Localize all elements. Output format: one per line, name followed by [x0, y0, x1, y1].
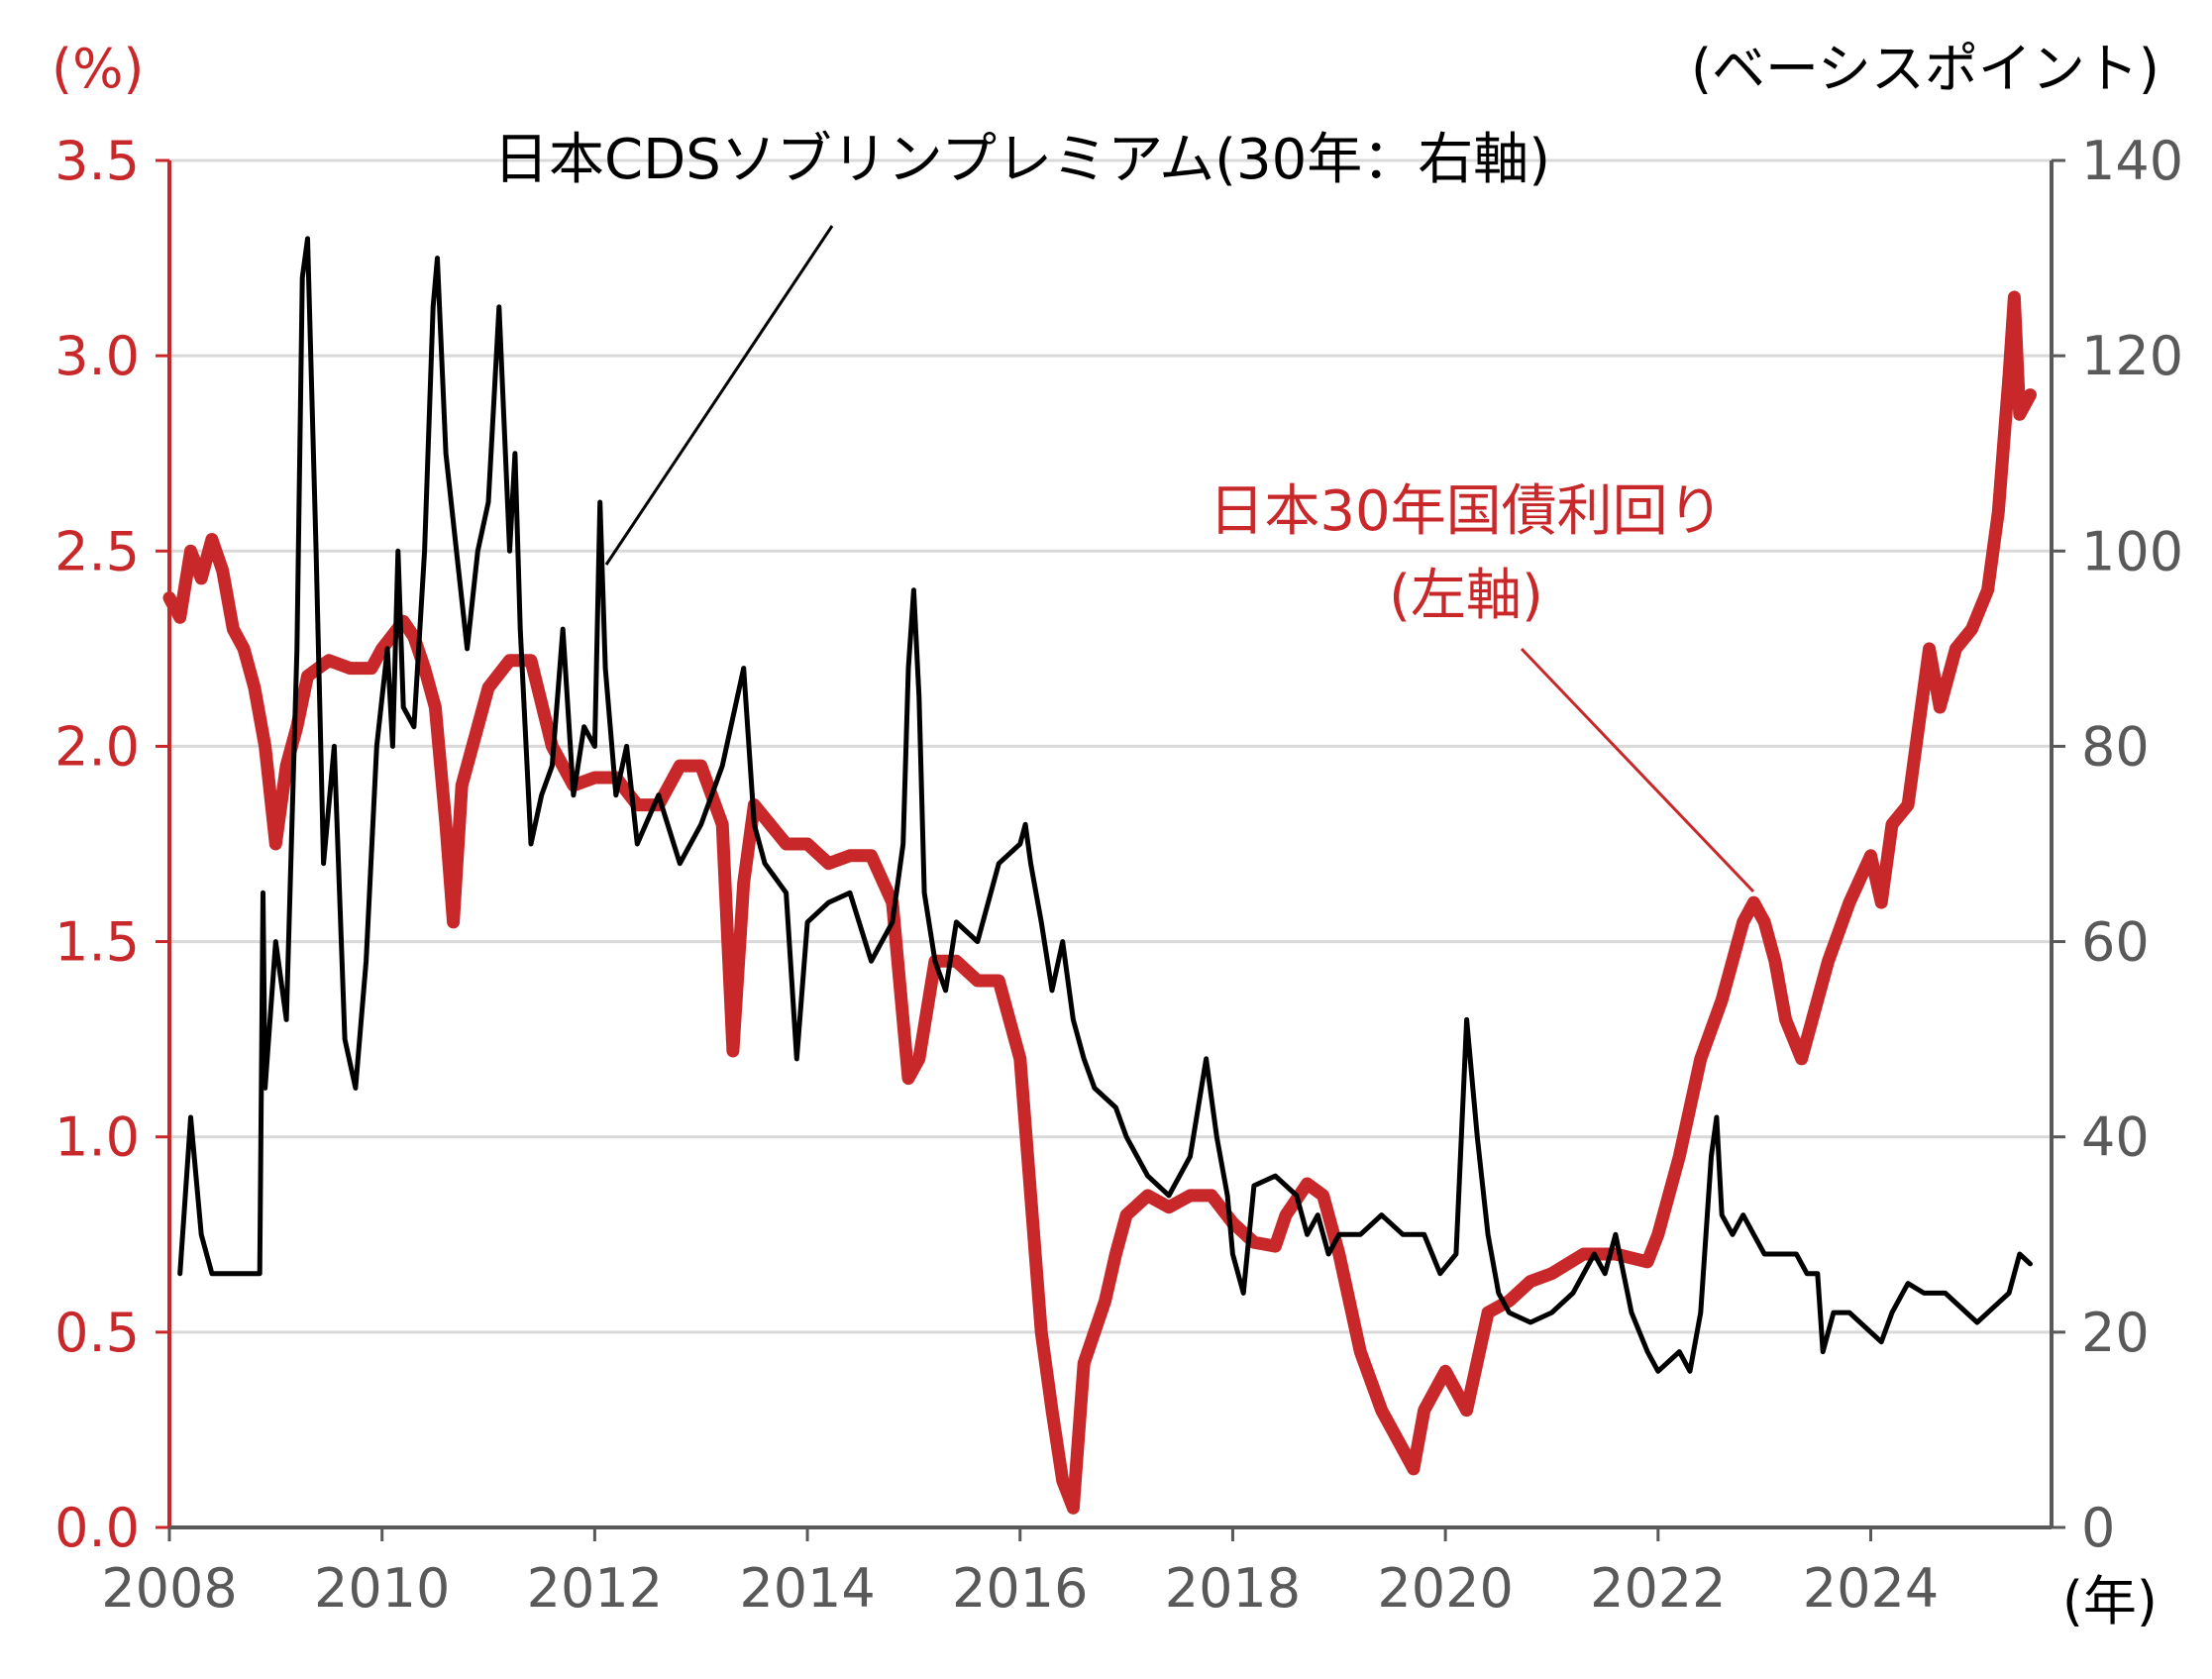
right-tick-label: 120 [2081, 325, 2183, 387]
x-tick-label: 2020 [1377, 1557, 1513, 1620]
series-layer [162, 236, 2037, 1515]
jgb-leader-line [1520, 647, 1755, 893]
x-tick-label: 2008 [101, 1557, 237, 1620]
left-tick-label: 1.5 [54, 911, 140, 974]
left-tick-label: 3.5 [54, 130, 140, 192]
right-axis-ticks: 0 20 40 60 80 100 120 140 [2052, 130, 2183, 1559]
right-axis-unit-label: (ベーシスポイント) [1691, 38, 2159, 100]
cds-sovereign-premium-line [177, 236, 2033, 1374]
left-tick-label: 2.0 [54, 715, 140, 778]
x-tick-label: 2010 [314, 1557, 450, 1620]
right-tick-label: 80 [2081, 715, 2150, 778]
x-axis-unit-label: (年) [2062, 1570, 2158, 1632]
x-tick-label: 2016 [952, 1557, 1088, 1620]
cds-leader-line [604, 225, 834, 566]
jgb-series-annotation-line2: (左軸) [1389, 564, 1543, 628]
left-tick-label: 0.0 [54, 1497, 140, 1559]
cds-series-annotation: 日本CDSソブリンプレミアム(30年：右軸) [493, 128, 1550, 192]
left-axis-ticks: 0.0 0.5 1.0 1.5 2.0 2.5 3.0 3.5 [54, 130, 169, 1559]
x-tick-label: 2024 [1803, 1557, 1939, 1620]
left-tick-label: 1.0 [54, 1106, 140, 1169]
x-axis-ticks: 2008 2010 2012 2014 2016 2018 2020 2022 2024 [101, 1527, 1939, 1620]
left-tick-label: 3.0 [54, 325, 140, 387]
right-tick-label: 100 [2081, 520, 2183, 582]
left-tick-label: 2.5 [54, 520, 140, 582]
left-tick-label: 0.5 [54, 1302, 140, 1364]
x-tick-label: 2012 [527, 1557, 663, 1620]
jgb-30y-yield-line [162, 290, 2037, 1515]
right-tick-label: 20 [2081, 1302, 2150, 1364]
gridlines [169, 158, 2052, 1334]
right-tick-label: 40 [2081, 1106, 2150, 1169]
jgb-series-annotation-line1: 日本30年国債利回り [1209, 479, 1723, 544]
right-tick-label: 0 [2081, 1497, 2115, 1559]
x-tick-label: 2022 [1590, 1557, 1726, 1620]
right-tick-label: 60 [2081, 911, 2150, 974]
x-tick-label: 2014 [739, 1557, 875, 1620]
right-tick-label: 140 [2081, 130, 2183, 192]
x-tick-label: 2018 [1165, 1557, 1301, 1620]
left-axis-unit-label: (%) [52, 38, 144, 100]
